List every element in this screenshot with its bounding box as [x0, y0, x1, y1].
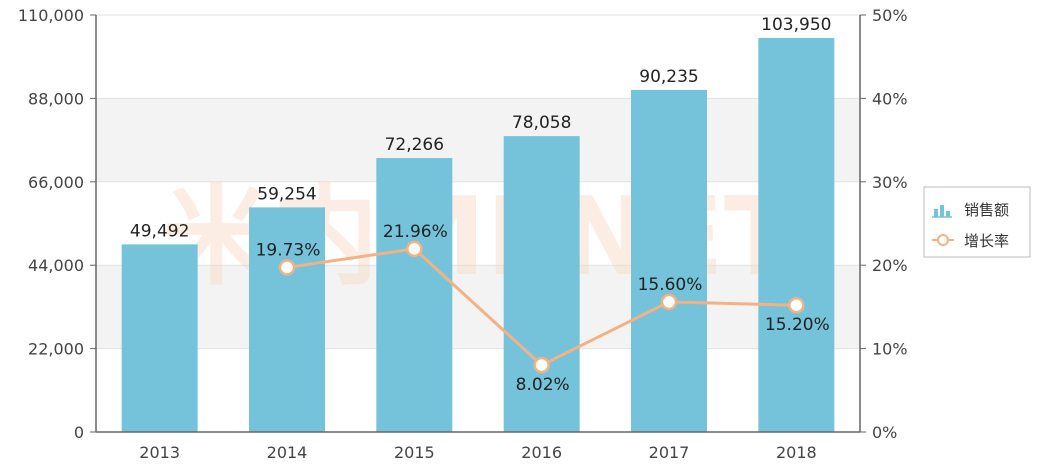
gridlines: [96, 14, 860, 350]
x-tick-label: 2018: [776, 443, 817, 462]
line-marker-icon: [932, 234, 954, 246]
bar: [249, 207, 325, 432]
legend-label-sales: 销售额: [964, 201, 1009, 219]
axes: [95, 15, 861, 433]
left-axis-ticks: 0 22,000 44,000 66,000 88,000 110,000: [18, 6, 96, 442]
left-tick-label: 88,000: [28, 89, 84, 108]
line-value-label: 15.20%: [765, 315, 830, 335]
line-point: [533, 356, 550, 374]
right-tick-label: 30%: [872, 173, 908, 192]
right-tick-label: 0%: [872, 423, 897, 442]
line-point: [788, 296, 805, 314]
bar-value-label: 78,058: [512, 113, 571, 133]
line-point: [278, 259, 296, 276]
bar: [631, 89, 707, 433]
left-tick-label: 44,000: [28, 256, 84, 275]
x-tick-label: 2016: [521, 443, 562, 462]
x-tick-label: 2017: [649, 443, 690, 462]
right-tick-label: 20%: [872, 256, 908, 275]
bar: [758, 37, 835, 433]
left-tick-label: 0: [74, 423, 84, 442]
line-point: [406, 240, 423, 258]
bar-series: [121, 37, 835, 433]
x-tick-label: 2014: [267, 443, 308, 462]
line-value-label: 21.96%: [383, 222, 448, 242]
line-value-labels: 19.73% 21.96% 8.02% 15.60% 15.20%: [256, 222, 830, 395]
bar-chart-icon-bar: [946, 211, 950, 217]
left-tick-label: 110,000: [18, 6, 84, 25]
plot-band: [96, 181, 860, 266]
right-tick-label: 10%: [872, 340, 908, 359]
bar: [503, 136, 580, 432]
legend-label-growth: 增长率: [964, 232, 1009, 250]
right-tick-label: 40%: [872, 89, 908, 108]
line-value-label: 19.73%: [256, 240, 321, 260]
right-axis-ticks: 0% 10% 20% 30% 40% 50%: [860, 6, 908, 442]
bar-value-label: 49,492: [130, 221, 189, 241]
bar-chart-icon-bar: [940, 205, 944, 217]
plot-band: [96, 98, 860, 182]
x-axis-ticks: 2013 2014 2015 2016 2017 2018: [139, 443, 816, 462]
bar-value-label: 90,235: [639, 67, 698, 87]
bar-value-labels: 49,492 59,254 72,266 78,058 90,235 103,950: [130, 15, 832, 241]
bar: [121, 244, 198, 432]
x-tick-label: 2015: [394, 443, 435, 462]
bar-value-label: 72,266: [385, 135, 444, 155]
bar-chart-icon-bar: [934, 209, 938, 217]
bar-chart-icon: [932, 205, 952, 218]
line-marker-icon-dot: [937, 234, 949, 246]
line-series: [278, 240, 805, 374]
right-tick-label: 50%: [872, 6, 908, 25]
line-value-label: 15.60%: [638, 275, 703, 295]
left-tick-label: 66,000: [28, 173, 84, 192]
left-tick-label: 22,000: [28, 340, 84, 359]
line-point: [660, 293, 678, 311]
bar: [376, 158, 453, 433]
bar-value-label: 103,950: [761, 15, 831, 35]
bar-value-label: 59,254: [257, 184, 316, 204]
plot-band: [96, 15, 860, 99]
line-value-label: 8.02%: [516, 375, 570, 395]
x-tick-label: 2013: [139, 443, 180, 462]
plot-band: [96, 348, 860, 432]
